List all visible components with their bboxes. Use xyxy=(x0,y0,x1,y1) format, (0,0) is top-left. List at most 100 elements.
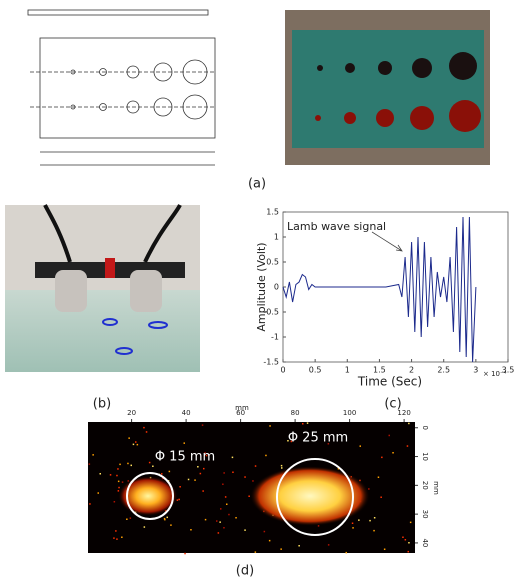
speck xyxy=(219,521,221,523)
speck xyxy=(116,538,118,540)
speck xyxy=(252,480,254,482)
speck xyxy=(369,520,371,522)
speck xyxy=(152,466,154,468)
annotation: Φ 15 mm xyxy=(155,450,215,465)
speck xyxy=(244,476,246,478)
speck xyxy=(358,519,360,521)
speck xyxy=(202,490,204,492)
speck xyxy=(167,517,169,519)
speck xyxy=(381,457,383,459)
speck xyxy=(255,551,257,553)
speck xyxy=(203,468,205,470)
speck xyxy=(235,517,237,519)
speck xyxy=(200,473,202,475)
speck xyxy=(119,464,121,466)
x-tick-label: 0.5 xyxy=(309,366,322,375)
y-tick-label: 0 xyxy=(421,426,429,430)
panel-label: (d) xyxy=(236,564,254,579)
speck xyxy=(164,518,166,520)
x-axis-label: Time (Sec) xyxy=(357,375,422,389)
x-tick-label: 120 xyxy=(397,409,410,417)
speck xyxy=(307,422,309,424)
speck xyxy=(137,444,139,446)
y-tick-label: 1.5 xyxy=(266,208,279,217)
speck xyxy=(135,441,137,443)
x-tick-label: 2 xyxy=(409,366,414,375)
y-tick-label: -0.5 xyxy=(263,308,279,317)
speck xyxy=(269,425,271,427)
speck xyxy=(407,445,409,447)
speck xyxy=(218,532,220,534)
speck xyxy=(223,472,225,474)
speck xyxy=(220,508,222,510)
speck xyxy=(216,520,218,522)
speck xyxy=(298,545,300,547)
speck xyxy=(202,424,204,426)
speck xyxy=(264,531,266,533)
speck xyxy=(128,437,130,439)
speck xyxy=(389,435,391,437)
x-tick-label: 0 xyxy=(280,366,285,375)
speck xyxy=(146,431,148,433)
speck xyxy=(373,530,375,532)
speck xyxy=(184,553,186,555)
speck xyxy=(378,477,380,479)
speck xyxy=(121,537,123,539)
speck xyxy=(302,423,304,425)
speck xyxy=(130,517,132,519)
drawing xyxy=(28,10,215,165)
speck xyxy=(149,462,151,464)
speck xyxy=(232,457,234,459)
x-tick-label: 100 xyxy=(343,409,356,417)
speck xyxy=(408,542,410,544)
x-tick-label: 2.5 xyxy=(437,366,450,375)
speck xyxy=(114,501,116,503)
speck xyxy=(184,442,186,444)
speck xyxy=(244,529,246,531)
speck xyxy=(127,463,129,465)
speck xyxy=(197,466,199,468)
y-tick-label: 40 xyxy=(421,538,429,547)
setup-photo xyxy=(5,205,200,372)
speck xyxy=(384,549,386,551)
speck xyxy=(161,473,163,475)
x-tick-label: 1.5 xyxy=(373,366,386,375)
annotation: Φ 25 mm xyxy=(288,431,348,446)
panel-label: (a) xyxy=(248,177,266,192)
speck xyxy=(402,537,404,539)
x-tick-label: 3.5 xyxy=(502,366,515,375)
speck xyxy=(228,514,230,516)
y-axis-label: mm xyxy=(432,481,440,495)
speck xyxy=(281,465,283,467)
speck xyxy=(116,475,118,477)
speck xyxy=(89,463,91,465)
speck xyxy=(280,548,282,550)
speck xyxy=(169,471,171,473)
figure: (a) (b) Amplitude (Volt) Time (Sec) × 10… xyxy=(0,0,515,579)
page: (a) (b) Amplitude (Volt) Time (Sec) × 10… xyxy=(0,0,515,579)
x-tick-label: 3 xyxy=(473,366,478,375)
speck xyxy=(225,496,227,498)
x-tick-label: 40 xyxy=(182,409,191,417)
panel-label: (b) xyxy=(93,397,111,412)
speck xyxy=(346,552,348,554)
speck xyxy=(98,492,100,494)
speck xyxy=(408,423,410,425)
speck xyxy=(122,481,124,483)
y-tick-label: 0.5 xyxy=(266,258,279,267)
speck xyxy=(179,486,181,488)
speck xyxy=(143,427,145,429)
speck xyxy=(223,527,225,529)
speck xyxy=(194,479,196,481)
x-tick-label: 80 xyxy=(291,409,300,417)
y-tick-label: 10 xyxy=(421,452,429,461)
speck xyxy=(255,465,256,467)
speck xyxy=(170,524,172,526)
speck xyxy=(410,522,412,524)
x-tick-label: 1 xyxy=(345,366,350,375)
speck xyxy=(265,455,267,457)
speck xyxy=(352,527,354,529)
plate-photo xyxy=(285,10,490,165)
speck xyxy=(248,496,250,498)
